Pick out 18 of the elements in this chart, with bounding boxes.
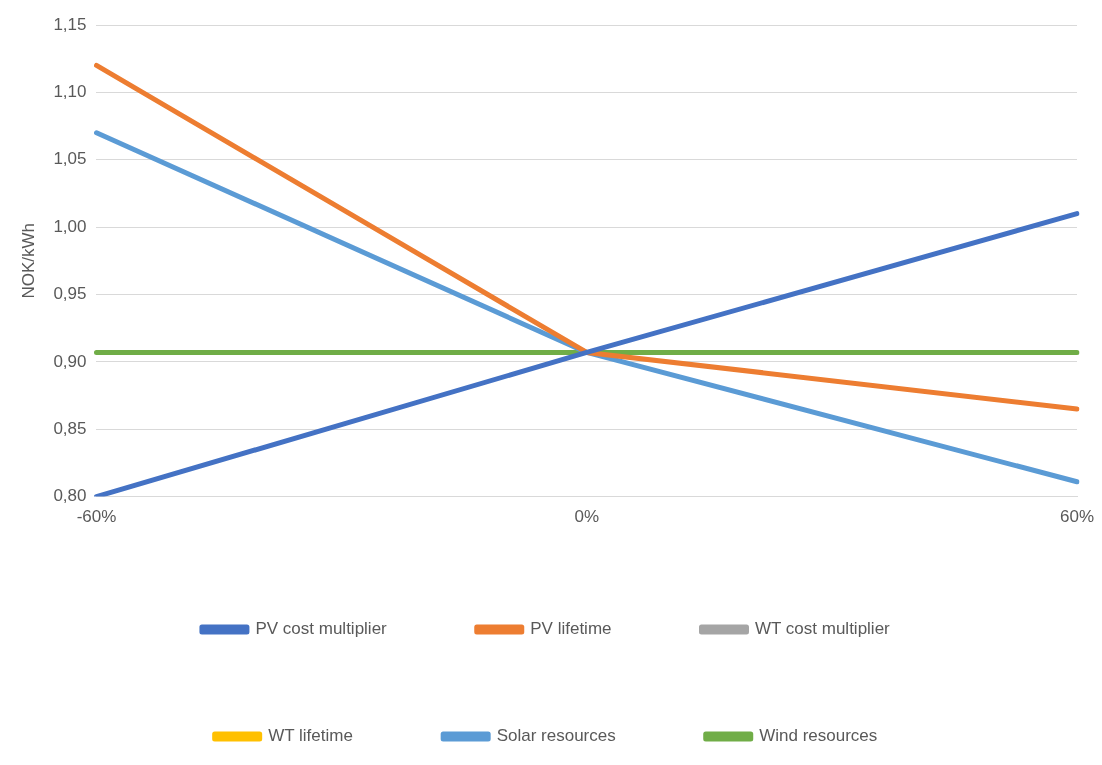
y-tick-label: 0,80 bbox=[53, 486, 87, 506]
x-tick-label: 60% bbox=[1059, 507, 1095, 527]
legend-label: Solar resources bbox=[496, 726, 616, 746]
x-tick-label: -60% bbox=[76, 507, 117, 527]
x-tick-label: 0% bbox=[574, 507, 600, 527]
y-tick-label: 1,10 bbox=[53, 82, 87, 102]
y-tick-label: 1,05 bbox=[53, 149, 87, 169]
y-tick-label: 0,85 bbox=[53, 418, 87, 438]
legend-label: WT lifetime bbox=[268, 726, 353, 746]
y-tick-label: 0,90 bbox=[53, 351, 87, 371]
y-tick-label: 0,95 bbox=[53, 284, 87, 304]
legend-label: PV cost multiplier bbox=[255, 619, 388, 639]
y-tick-label: 1,15 bbox=[53, 14, 87, 34]
y-tick-label: 1,00 bbox=[53, 216, 87, 236]
y-axis-title: NOK/kWh bbox=[18, 223, 38, 299]
legend-label: WT cost multiplier bbox=[755, 619, 891, 639]
legend-label: Wind resources bbox=[759, 726, 878, 746]
legend-label: PV lifetime bbox=[530, 619, 612, 639]
